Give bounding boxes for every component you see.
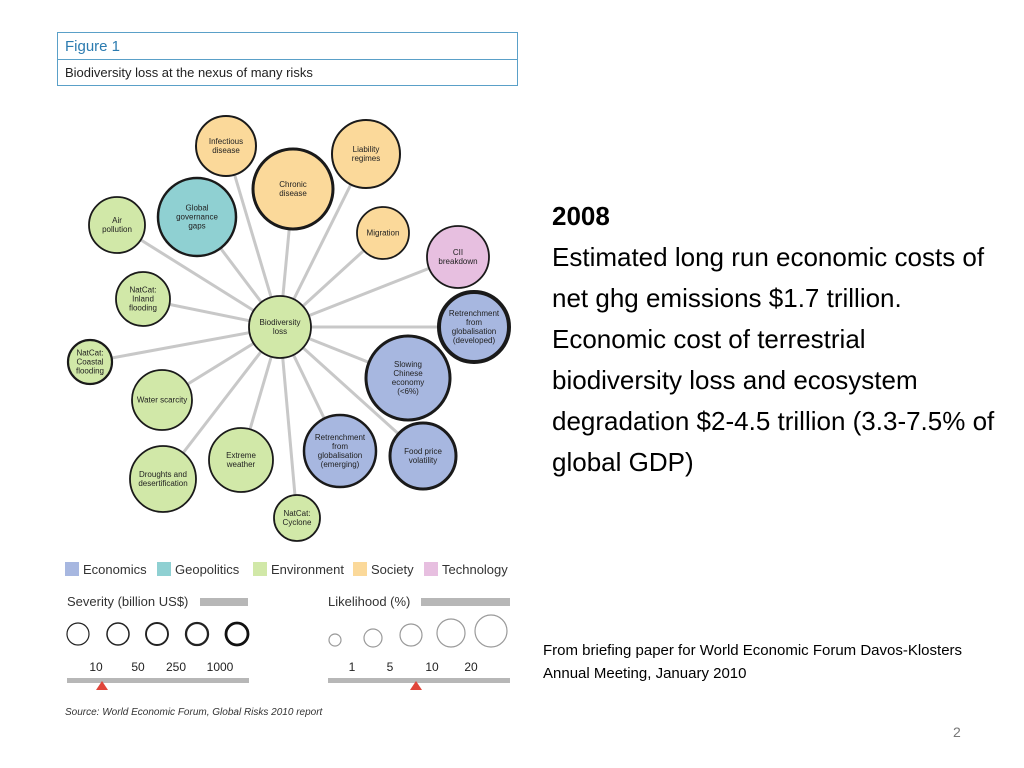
figure-header: Figure 1 Biodiversity loss at the nexus … xyxy=(57,32,518,86)
node-liability-regimes xyxy=(331,119,401,189)
legend-swatch-technology xyxy=(424,562,438,576)
legend-item-society: Society xyxy=(353,560,414,578)
node-biodiversity-loss xyxy=(248,295,312,359)
legend-label: Society xyxy=(371,561,414,577)
legend-label: Technology xyxy=(442,561,508,577)
severity-circle-3 xyxy=(145,622,169,646)
edge-air-pollution xyxy=(116,223,281,329)
legend-swatch-geopolitics xyxy=(157,562,171,576)
node-retrenchment-developed xyxy=(437,290,511,364)
legend-item-technology: Technology xyxy=(424,560,508,578)
source-note: Source: World Economic Forum, Global Ris… xyxy=(65,707,323,718)
severity-circle-1 xyxy=(66,622,90,646)
likelihood-track xyxy=(328,678,510,683)
severity-circle-4 xyxy=(184,621,210,647)
node-cii-breakdown xyxy=(426,225,490,289)
severity-marker xyxy=(96,681,108,690)
likelihood-circles xyxy=(328,614,508,648)
node-food-price-volatility xyxy=(388,421,458,491)
severity-track xyxy=(67,678,249,683)
severity-scale-title: Severity (billion US$) xyxy=(67,594,189,609)
severity-title-bar xyxy=(200,598,248,606)
node-water-scarcity xyxy=(131,369,193,431)
edge-natcat-coastal-flooding xyxy=(89,325,281,364)
node-extreme-weather xyxy=(208,427,274,493)
legend-swatch-economics xyxy=(65,562,79,576)
summary-text: 2008 Estimated long run economic costs o… xyxy=(552,196,1002,483)
severity-circles xyxy=(66,621,250,647)
node-chronic-disease xyxy=(251,147,335,231)
likelihood-circle-2 xyxy=(363,628,383,648)
likelihood-scale-title: Likelihood (%) xyxy=(328,594,411,609)
likelihood-circle-3 xyxy=(399,623,423,647)
node-migration xyxy=(356,206,410,260)
figure-caption: Biodiversity loss at the nexus of many r… xyxy=(65,65,313,80)
legend-label: Environment xyxy=(271,561,344,577)
severity-tick: 1000 xyxy=(206,660,234,674)
category-legend: Economics Geopolitics Environment Societ… xyxy=(65,560,525,578)
likelihood-circle-5 xyxy=(474,614,508,648)
severity-tick: 250 xyxy=(165,660,187,674)
node-global-governance-gaps xyxy=(156,176,238,258)
briefing-note: From briefing paper for World Economic F… xyxy=(543,642,963,682)
node-air-pollution xyxy=(88,196,146,254)
node-natcat-inland-flooding xyxy=(115,271,171,327)
severity-tick: 50 xyxy=(131,660,145,674)
severity-tick: 10 xyxy=(89,660,103,674)
likelihood-circle-1 xyxy=(328,633,342,647)
node-droughts-desertification xyxy=(129,445,197,513)
severity-circle-5 xyxy=(224,621,250,647)
node-natcat-cyclone xyxy=(273,494,321,542)
likelihood-tick: 1 xyxy=(348,660,356,674)
network-nodes xyxy=(66,115,511,542)
summary-paragraph-biodiversity: Economic cost of terrestrial biodiversit… xyxy=(552,324,995,477)
severity-circle-2 xyxy=(106,622,130,646)
summary-paragraph-ghg: Estimated long run economic costs of net… xyxy=(552,242,985,313)
node-slowing-chinese-economy xyxy=(364,334,452,422)
likelihood-circle-4 xyxy=(436,618,466,648)
edge-natcat-cyclone xyxy=(278,326,299,519)
likelihood-title-bar xyxy=(421,598,510,606)
legend-swatch-environment xyxy=(253,562,267,576)
summary-year: 2008 xyxy=(552,201,610,231)
legend-item-environment: Environment xyxy=(253,560,344,578)
likelihood-tick: 5 xyxy=(386,660,394,674)
legend-swatch-society xyxy=(353,562,367,576)
legend-item-economics: Economics xyxy=(65,560,147,578)
node-natcat-coastal-flooding xyxy=(66,338,114,386)
legend-label: Economics xyxy=(83,561,147,577)
likelihood-tick: 20 xyxy=(464,660,478,674)
likelihood-tick: 10 xyxy=(425,660,439,674)
legend-label: Geopolitics xyxy=(175,561,240,577)
page-number: 2 xyxy=(953,724,961,740)
likelihood-marker xyxy=(410,681,422,690)
node-retrenchment-emerging xyxy=(302,413,378,489)
node-infectious-disease xyxy=(195,115,257,177)
legend-item-geopolitics: Geopolitics xyxy=(157,560,239,578)
figure-title: Figure 1 xyxy=(58,33,517,60)
